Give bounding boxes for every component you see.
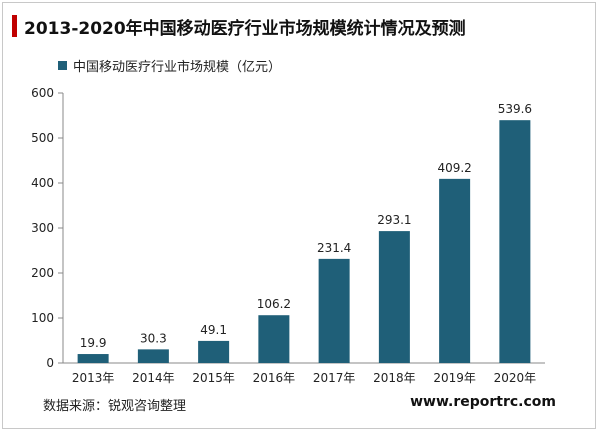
x-tick-label: 2015年 (192, 371, 235, 385)
data-label: 293.1 (377, 213, 411, 227)
y-tick-label: 300 (31, 221, 54, 235)
bar (439, 178, 471, 363)
data-label: 409.2 (437, 161, 471, 175)
y-tick-label: 200 (31, 266, 54, 280)
legend-swatch (58, 61, 67, 70)
title-accent-bar (12, 15, 17, 37)
x-tick-label: 2018年 (373, 371, 416, 385)
data-label: 231.4 (317, 241, 351, 255)
y-tick-label: 600 (31, 86, 54, 100)
x-tick-label: 2014年 (132, 371, 175, 385)
y-tick-label: 400 (31, 176, 54, 190)
x-axis: 2013年 2014年 2015年 2016年 2017年 2018年 2019年 2020年 (63, 362, 545, 385)
x-tick-label: 2016年 (253, 371, 296, 385)
bar (378, 231, 410, 363)
x-tick-label: 2019年 (433, 371, 476, 385)
y-tick-label: 0 (46, 356, 54, 370)
x-tick-label: 2020年 (494, 371, 537, 385)
y-tick-label: 500 (31, 131, 54, 145)
x-tick-label: 2017年 (313, 371, 356, 385)
chart-title: 2013-2020年中国移动医疗行业市场规模统计情况及预测 (24, 19, 466, 39)
website-link[interactable]: www.reportrc.com (410, 394, 556, 410)
data-label: 30.3 (140, 331, 167, 345)
data-label: 19.9 (80, 336, 107, 350)
bars (77, 120, 531, 364)
data-source-note: 数据来源：锐观咨询整理 (43, 399, 187, 414)
bar (137, 349, 169, 363)
data-label: 106.2 (257, 297, 291, 311)
bar (258, 315, 290, 363)
bar (198, 340, 230, 363)
data-label: 539.6 (498, 102, 532, 116)
bar (77, 354, 109, 363)
bar (318, 258, 350, 363)
data-labels: 19.9 30.3 49.1 106.2 231.4 293.1 409.2 539.6 (80, 102, 532, 350)
y-axis: 0 100 200 300 400 500 600 (31, 86, 64, 370)
y-tick-label: 100 (31, 311, 54, 325)
legend: 中国移动医疗行业市场规模（亿元） (58, 56, 281, 75)
data-label: 49.1 (200, 323, 227, 337)
bar (499, 120, 531, 364)
legend-label: 中国移动医疗行业市场规模（亿元） (73, 60, 282, 75)
x-tick-label: 2013年 (72, 371, 115, 385)
